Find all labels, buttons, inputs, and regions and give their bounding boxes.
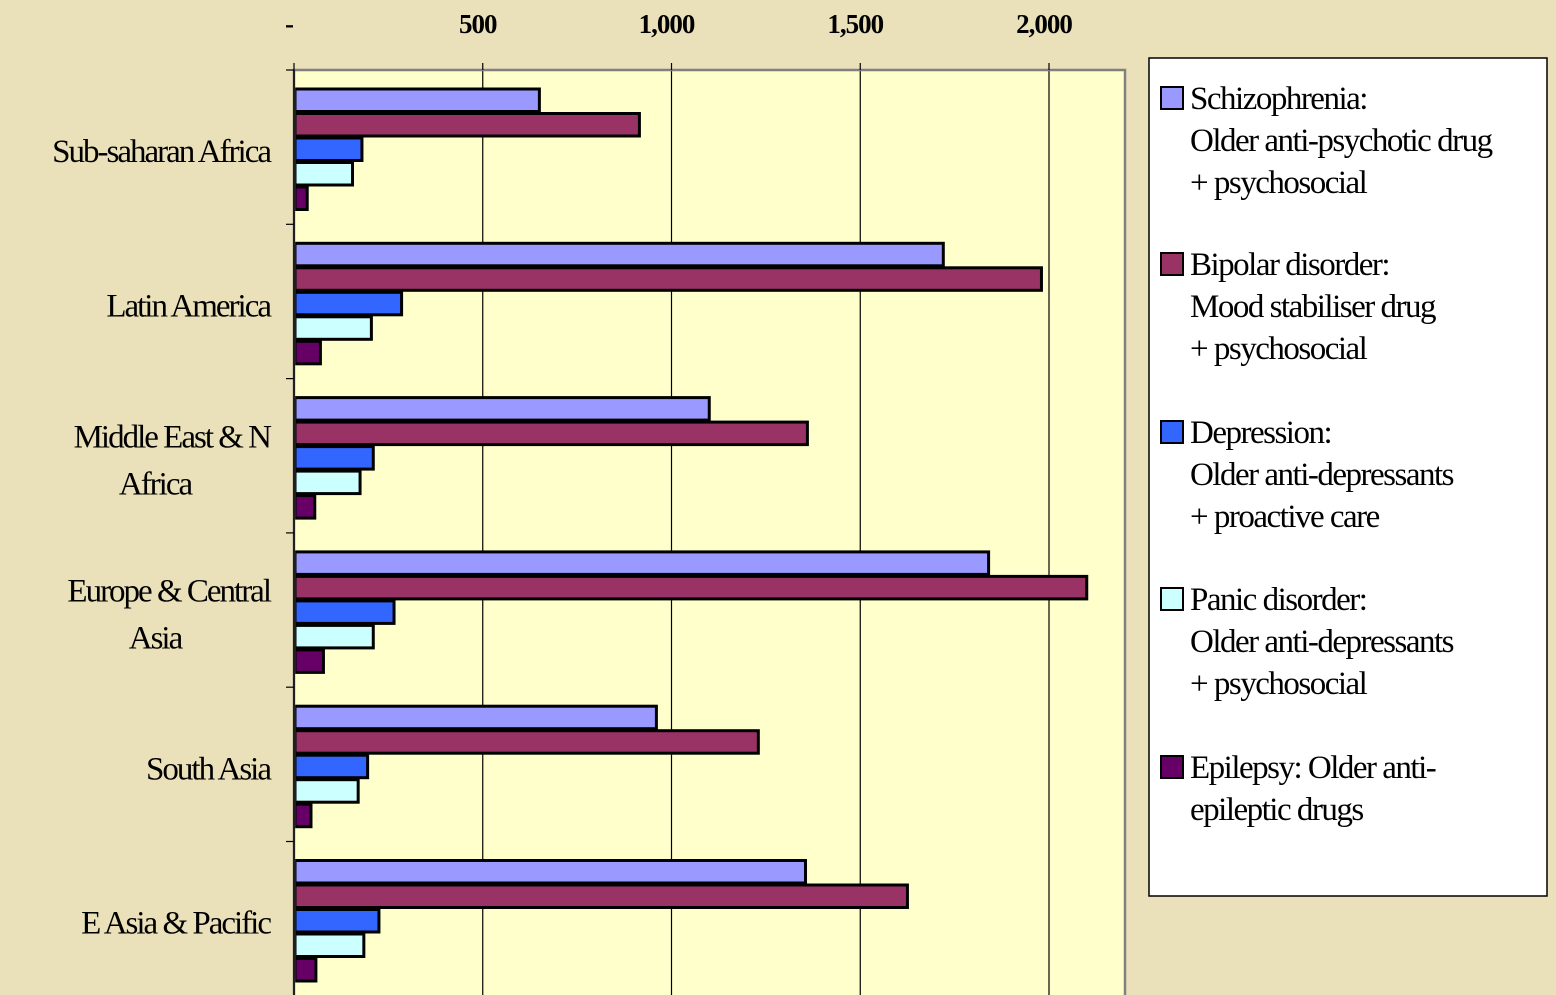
category-group-0 [293, 87, 641, 211]
legend-label-2-line-1: Older anti-depressants [1190, 457, 1454, 493]
category-label-3-line-1: Asia [129, 621, 184, 657]
bar-series-1-category-2 [293, 420, 809, 447]
bar-series-0-category-5 [293, 859, 808, 885]
category-group-5 [293, 859, 909, 983]
legend-label-3-line-2: + psychosocial [1190, 666, 1368, 702]
category-label-0-line-0: Sub-saharan Africa [52, 134, 272, 170]
bar-series-4-category-4 [293, 802, 313, 829]
bar-series-3-category-3 [293, 623, 375, 650]
category-label-2-line-0: Middle East & N [74, 419, 273, 455]
legend-label-3-line-0: Panic disorder: [1190, 582, 1366, 618]
bar-series-2-category-2 [293, 445, 375, 471]
legend-label-3-line-1: Older anti-depressants [1190, 624, 1454, 660]
bar-series-3-category-1 [293, 315, 373, 341]
legend-swatch-4 [1160, 755, 1184, 779]
category-label-1-line-0: Latin America [106, 288, 272, 324]
bar-series-3-category-0 [293, 161, 355, 187]
bar-series-4-category-3 [293, 648, 325, 674]
axes [286, 63, 1127, 995]
x-tick-label-500: 500 [459, 9, 497, 39]
legend-label-1-line-2: + psychosocial [1190, 331, 1368, 367]
x-tick-label-1500: 1,500 [827, 9, 883, 39]
legend-box [1148, 57, 1548, 897]
x-tick-label-1000: 1,000 [639, 9, 695, 39]
plot-area [294, 70, 1125, 995]
legend-label-0-line-2: + psychosocial [1190, 165, 1368, 201]
legend: Schizophrenia: Older anti-psychotic drug +… [1148, 57, 1548, 897]
bar-series-1-category-5 [293, 883, 909, 909]
legend-label-0-line-0: Schizophrenia: [1190, 81, 1367, 117]
category-group-3 [293, 550, 1089, 674]
bar-series-2-category-1 [293, 290, 404, 317]
bar-series-2-category-4 [293, 753, 370, 780]
legend-label-2-line-0: Depression: [1190, 415, 1331, 451]
legend-swatch-3 [1160, 587, 1184, 611]
bar-series-1-category-3 [293, 574, 1089, 601]
x-tick-label-2000: 2,000 [1016, 9, 1072, 39]
legend-label-2-line-2: + proactive care [1190, 499, 1380, 535]
legend-label-1-line-1: Mood stabiliser drug [1190, 289, 1436, 325]
bars [293, 87, 1089, 983]
category-label-5-line-0: E Asia & Pacific [81, 906, 271, 942]
category-group-1 [293, 241, 1043, 366]
gridlines [482, 70, 1050, 995]
bar-series-0-category-3 [293, 550, 991, 576]
legend-label-4-line-0: Epilepsy: Older anti- [1190, 750, 1436, 786]
bar-series-1-category-1 [293, 266, 1043, 292]
bar-series-0-category-2 [293, 396, 711, 422]
x-tick-labels: - 500 1,000 1,500 2,000 [285, 9, 1073, 39]
category-label-4-line-0: South Asia [146, 751, 272, 787]
bar-series-4-category-1 [293, 339, 322, 366]
category-labels: Sub-saharan Africa Latin America Middle Ea… [52, 134, 274, 942]
category-label-3-line-0: Europe & Central [67, 574, 271, 610]
legend-swatch-2 [1160, 420, 1184, 444]
legend-label-0-line-1: Older anti-psychotic drug [1190, 123, 1493, 159]
bar-series-3-category-4 [293, 778, 360, 804]
bar-series-3-category-2 [293, 469, 362, 496]
legend-swatch-0 [1160, 86, 1184, 110]
legend-swatch-1 [1160, 252, 1184, 276]
legend-label-1-line-0: Bipolar disorder: [1190, 247, 1389, 283]
bar-series-1-category-4 [293, 729, 760, 755]
bar-series-0-category-1 [293, 241, 945, 268]
category-group-4 [293, 704, 760, 829]
legend-label-4-line-1: epileptic drugs [1190, 792, 1363, 828]
bar-series-4-category-0 [293, 185, 309, 211]
bar-series-2-category-5 [293, 908, 381, 934]
bar-series-3-category-5 [293, 932, 366, 958]
category-label-2-line-1: Africa [119, 466, 194, 502]
bar-series-1-category-0 [293, 112, 641, 138]
bar-series-4-category-2 [293, 494, 317, 520]
bar-series-0-category-4 [293, 704, 658, 731]
bar-series-2-category-3 [293, 599, 396, 625]
x-tick-label-0: - [285, 9, 293, 39]
bar-series-0-category-0 [293, 87, 541, 113]
bar-series-2-category-0 [293, 136, 364, 162]
bar-series-4-category-5 [293, 957, 318, 983]
